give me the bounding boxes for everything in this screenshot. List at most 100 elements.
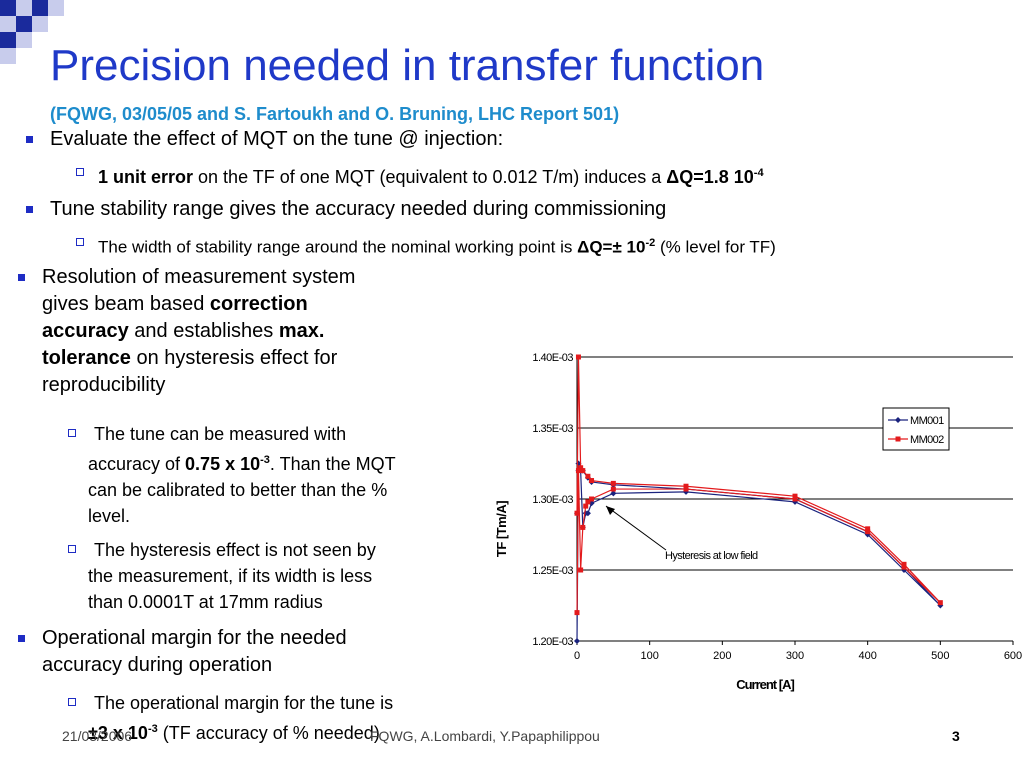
bullet-item: Evaluate the effect of MQT on the tune @… <box>26 126 504 153</box>
bullet-item: Tune stability range gives the accuracy … <box>26 196 667 223</box>
data-point <box>589 496 595 502</box>
bold-text: 1 unit error <box>98 167 194 187</box>
square-bullet-icon <box>26 206 33 213</box>
bullet-text: accuracy of <box>88 454 186 474</box>
data-point <box>589 478 595 484</box>
bullet-line: Resolution of measurement system <box>42 264 492 291</box>
decor-square <box>48 0 64 16</box>
series-line <box>576 356 941 613</box>
data-point <box>610 480 616 486</box>
slide-subtitle: (FQWG, 03/05/05 and S. Fartoukh and O. B… <box>50 104 620 124</box>
decor-square <box>16 16 32 32</box>
bullet-line: reproducibility <box>42 372 492 399</box>
bullet-item: Resolution of measurement system gives b… <box>18 264 492 399</box>
bullet-text: The tune can be measured with <box>94 424 347 444</box>
hollow-square-bullet-icon <box>76 238 84 246</box>
bullet-text: . Than the MQT <box>269 454 396 474</box>
bold-text: max. <box>278 320 325 342</box>
decor-square <box>16 0 32 16</box>
label-layer: 1.20E-03 1.25E-03 1.30E-03 1.35E-03 1.40E-03… <box>494 352 1022 692</box>
data-point <box>901 564 907 570</box>
bullet-line: level. <box>88 503 488 529</box>
data-point <box>580 468 586 474</box>
decor-square <box>0 32 16 48</box>
page-number: 3 <box>952 728 960 744</box>
data-point <box>574 510 580 516</box>
sub-bullet-item: The tune can be measured with accuracy o… <box>68 421 488 529</box>
x-tick-label: 200 <box>713 650 731 662</box>
bullet-text: (TF accuracy of % needed) <box>157 723 380 743</box>
y-tick-label: 1.20E-03 <box>532 636 573 648</box>
data-point <box>683 483 689 489</box>
exponent: -3 <box>147 723 158 735</box>
data-point <box>574 610 580 616</box>
bullet-line: The hysteresis effect is not seen by <box>94 537 488 563</box>
y-tick-label: 1.40E-03 <box>532 352 573 364</box>
hollow-square-bullet-icon <box>68 429 76 437</box>
data-point <box>610 486 616 492</box>
data-point <box>792 496 798 502</box>
y-tick-label: 1.25E-03 <box>532 565 573 577</box>
series-layer <box>574 354 944 644</box>
square-bullet-icon <box>26 136 33 143</box>
bullet-text: reproducibility <box>42 374 166 396</box>
bold-text: accuracy <box>42 320 129 342</box>
bold-text: ±3 x 10 <box>88 723 148 743</box>
exponent: -2 <box>645 237 656 249</box>
y-axis-title: TF [Tm/A] <box>494 501 509 557</box>
bullet-line: can be calibrated to better than the % <box>88 477 488 503</box>
bullet-text: gives beam based <box>42 293 210 315</box>
annotation-text: Hysteresis at low field <box>665 550 758 562</box>
x-tick-label: 100 <box>640 650 658 662</box>
sub-bullet-item: 1 unit error on the TF of one MQT (equiv… <box>76 160 764 190</box>
slide-title: Precision needed in transfer function <box>50 41 765 90</box>
footer-date: 21/03/2006 <box>62 728 133 744</box>
decor-square <box>0 0 16 16</box>
bullet-text: The hysteresis effect is not seen by <box>94 540 376 560</box>
data-point <box>865 526 871 532</box>
bold-text: correction <box>209 293 308 315</box>
data-point <box>580 524 586 530</box>
bullet-text: Tune stability range gives the accuracy … <box>50 198 667 220</box>
decor-square <box>16 32 32 48</box>
y-tick-label: 1.35E-03 <box>532 423 573 435</box>
data-point <box>937 600 943 606</box>
bullet-text: the measurement, if its width is less <box>88 566 373 586</box>
bullet-line: accuracy of 0.75 x 10-3. Than the MQT <box>88 447 488 477</box>
bullet-line: accuracy and establishes max. <box>42 318 492 345</box>
decor-square <box>32 16 48 32</box>
data-point <box>792 493 798 499</box>
data-point <box>578 465 584 471</box>
bullet-line: tolerance on hysteresis effect for <box>42 345 492 372</box>
hollow-square-bullet-icon <box>76 168 84 176</box>
bullet-text: and establishes <box>128 320 279 342</box>
tf-chart: 1.20E-03 1.25E-03 1.30E-03 1.35E-03 1.40E-03… <box>494 352 1022 692</box>
delta-q-value: ΔQ=1.8 10 <box>666 167 754 187</box>
bullet-line: accuracy during operation <box>42 652 492 679</box>
y-tick-label: 1.30E-03 <box>532 494 573 506</box>
data-point <box>583 503 589 509</box>
bullet-line: The tune can be measured with <box>94 421 488 447</box>
data-point <box>578 567 584 573</box>
legend-label: MM001 <box>910 415 944 427</box>
bold-text: tolerance <box>42 347 131 369</box>
chart-legend: MM001 MM002 <box>882 407 950 451</box>
bullet-text: on hysteresis effect for <box>130 347 338 369</box>
bullet-text: Evaluate the effect of MQT on the tune @… <box>50 128 504 150</box>
bullet-text: on the TF of one MQT (equivalent to 0.01… <box>193 167 667 187</box>
data-point <box>901 561 907 567</box>
decor-square <box>0 48 16 64</box>
legend-label: MM002 <box>910 434 944 446</box>
decor-square <box>0 16 16 32</box>
footer-authors: FQWG, A.Lombardi, Y.Papaphilippou <box>370 728 600 744</box>
data-point <box>575 354 581 360</box>
bullet-line: The operational margin for the tune is <box>94 690 508 716</box>
hollow-square-bullet-icon <box>68 698 76 706</box>
bullet-text: (% level for TF) <box>655 237 776 257</box>
bullet-text: The width of stability range around the … <box>98 237 578 257</box>
x-tick-label: 300 <box>786 650 804 662</box>
bullet-line: gives beam based correction <box>42 291 492 318</box>
x-tick-label: 500 <box>931 650 949 662</box>
bullet-text: The operational margin for the tune is <box>94 693 394 713</box>
data-point <box>585 499 591 505</box>
